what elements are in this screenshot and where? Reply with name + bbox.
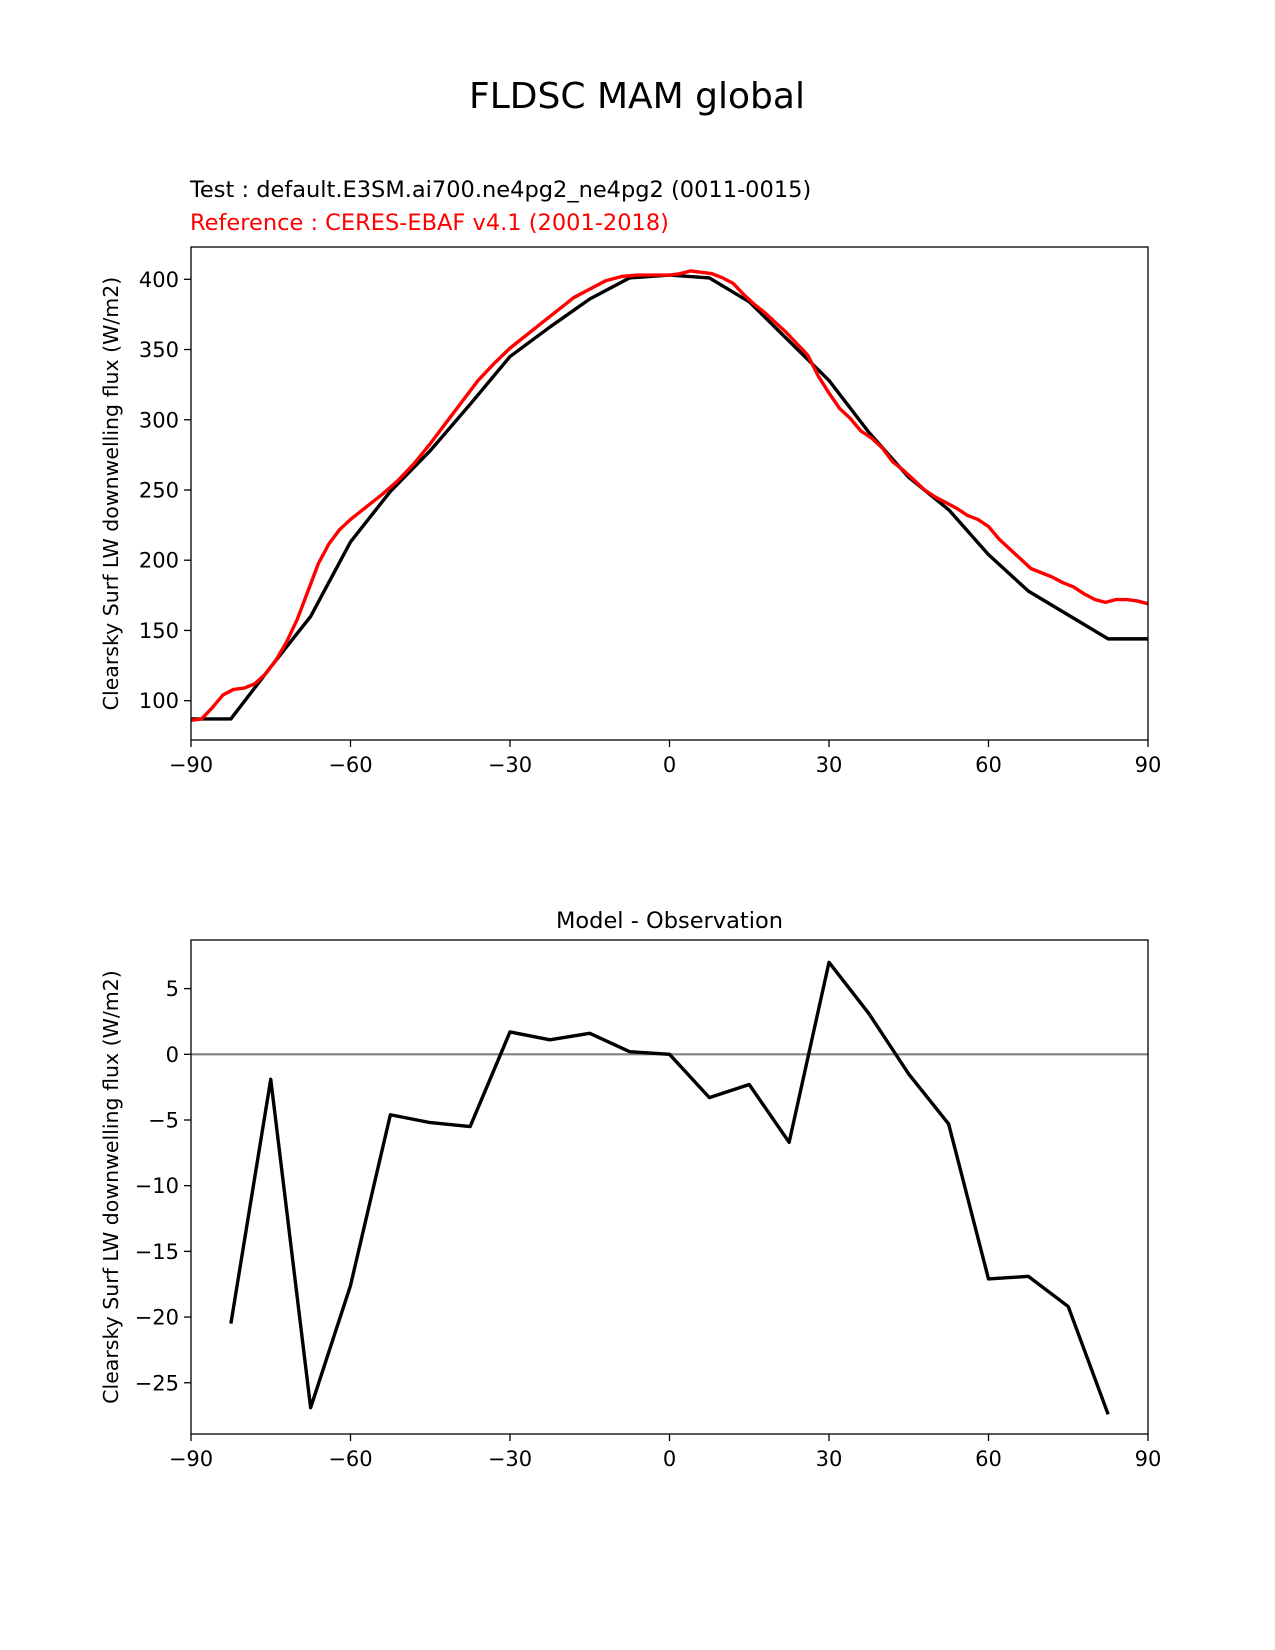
x-tick-label: 60 [975, 753, 1002, 777]
series-line-0 [191, 273, 1148, 721]
x-tick-label: −90 [169, 753, 213, 777]
x-tick-label: −90 [169, 1447, 213, 1471]
y-tick-label: −5 [148, 1108, 179, 1132]
y-tick-label: −15 [135, 1240, 179, 1264]
y-tick-label: 250 [139, 478, 179, 502]
x-tick-label: 90 [1135, 1447, 1162, 1471]
y-tick-label: 200 [139, 549, 179, 573]
x-tick-label: 30 [816, 753, 843, 777]
series-line-1 [190, 269, 1149, 723]
top-line-chart: −90 −60 −30 0 30 60 90 100 150 200 250 300 350 400 Cle… [99, 246, 1162, 777]
y-tick-label: 300 [139, 408, 179, 432]
axes-frame [190, 939, 1149, 1435]
x-tick-label: −60 [328, 753, 372, 777]
figure-suptitle: FLDSC MAM global [469, 76, 805, 117]
x-tick-label: −30 [488, 1447, 532, 1471]
x-tick-label: 0 [663, 1447, 676, 1471]
y-tick-label: 100 [139, 689, 179, 713]
y-tick-label: 150 [139, 619, 179, 643]
y-tick-label: −10 [135, 1174, 179, 1198]
x-tick-label: 0 [663, 753, 676, 777]
y-tick-label: 5 [166, 977, 179, 1001]
y-axis-label: Clearsky Surf LW downwelling flux (W/m2) [99, 277, 123, 711]
y-tick-label: 0 [166, 1043, 179, 1067]
x-tick-label: 60 [975, 1447, 1002, 1471]
y-tick-label: −20 [135, 1306, 179, 1330]
difference-line-chart: −90 −60 −30 0 30 60 90 −25 −20 −15 −10 −5 0 5 Clearsky… [99, 908, 1161, 1471]
y-tick-label: 350 [139, 338, 179, 362]
x-tick-label: 90 [1135, 753, 1162, 777]
y-axis-label: Clearsky Surf LW downwelling flux (W/m2) [99, 970, 123, 1404]
series-line-0 [229, 960, 1110, 1415]
subplot-title: Model - Observation [556, 908, 783, 934]
x-tick-label: −30 [488, 753, 532, 777]
x-tick-label: −60 [328, 1447, 372, 1471]
y-tick-label: −25 [135, 1371, 179, 1395]
y-tick-label: 400 [139, 268, 179, 292]
reference-label: Reference : CERES-EBAF v4.1 (2001-2018) [190, 210, 669, 236]
x-tick-label: 30 [816, 1447, 843, 1471]
axes-frame [190, 246, 1149, 741]
test-label: Test : default.E3SM.ai700.ne4pg2_ne4pg2 … [189, 177, 811, 203]
